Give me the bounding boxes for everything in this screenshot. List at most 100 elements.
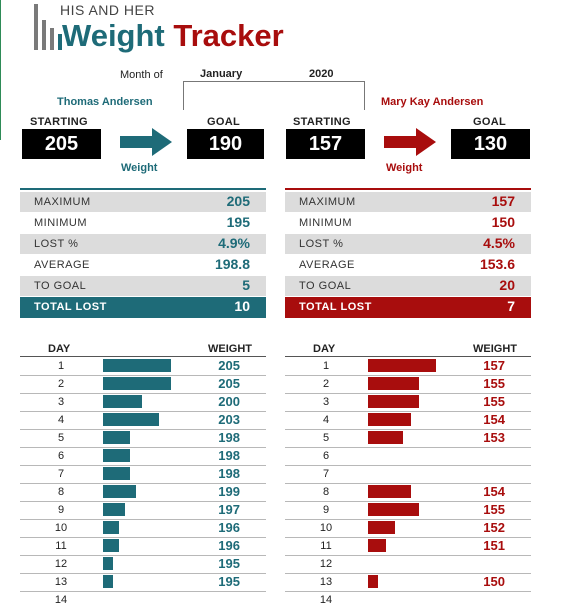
table-row: 5 198 <box>20 429 266 448</box>
day-cell: 12 <box>54 558 68 570</box>
stat-label: AVERAGE <box>299 259 355 271</box>
her-stats-panel: MAXIMUM 157 MINIMUM 150 LOST % 4.5% AVER… <box>285 188 531 318</box>
bracket-line <box>183 81 365 110</box>
her-starting-value[interactable]: 157 <box>286 129 365 159</box>
day-cell: 3 <box>57 396 65 408</box>
weight-bar <box>103 575 113 588</box>
weight-cell[interactable]: 154 <box>483 412 505 427</box>
day-cell: 12 <box>319 558 333 570</box>
his-stat-average: AVERAGE 198.8 <box>20 255 266 275</box>
weight-bar <box>368 521 395 534</box>
year-value[interactable]: 2020 <box>309 68 334 80</box>
weight-bar <box>103 557 113 570</box>
weight-cell[interactable]: 151 <box>483 538 505 553</box>
weight-cell[interactable]: 196 <box>218 538 240 553</box>
weight-cell[interactable]: 195 <box>218 556 240 571</box>
his-goal-label: GOAL <box>207 116 240 128</box>
table-row: 4 203 <box>20 411 266 430</box>
total-lost-value: 10 <box>234 298 250 314</box>
day-cell: 8 <box>322 486 330 498</box>
stat-value: 157 <box>491 193 515 209</box>
day-cell: 3 <box>322 396 330 408</box>
weight-column-header: WEIGHT <box>208 343 252 355</box>
stat-value: 195 <box>226 214 250 230</box>
her-name[interactable]: Mary Kay Andersen <box>381 96 484 108</box>
weight-cell[interactable]: 205 <box>218 376 240 391</box>
weight-cell[interactable]: 195 <box>218 574 240 589</box>
his-rows: 1 205 2 205 3 200 4 203 5 198 6 198 7 198 8 199 9 197 10 19… <box>20 357 266 604</box>
stat-value: 20 <box>499 277 515 293</box>
weight-cell[interactable]: 200 <box>218 394 240 409</box>
weight-bar <box>368 377 419 390</box>
weight-cell[interactable]: 196 <box>218 520 240 535</box>
weight-cell[interactable]: 155 <box>483 394 505 409</box>
her-goal-label: GOAL <box>473 116 506 128</box>
weight-cell[interactable]: 150 <box>483 574 505 589</box>
his-starting-value[interactable]: 205 <box>22 129 101 159</box>
weight-bar <box>368 503 419 516</box>
weight-cell[interactable]: 197 <box>218 502 240 517</box>
weight-bar <box>368 485 411 498</box>
stat-value: 4.9% <box>218 235 250 251</box>
table-row: 13 150 <box>285 573 531 592</box>
weight-cell[interactable]: 153 <box>483 430 505 445</box>
table-row: 2 155 <box>285 375 531 394</box>
weight-cell[interactable]: 205 <box>218 358 240 373</box>
his-stat-maximum: MAXIMUM 205 <box>20 192 266 212</box>
weight-cell[interactable]: 199 <box>218 484 240 499</box>
his-arrow-icon <box>120 128 172 161</box>
her-starting-label: STARTING <box>293 116 351 128</box>
weight-cell[interactable]: 203 <box>218 412 240 427</box>
table-row: 8 199 <box>20 483 266 502</box>
her-stat-average: AVERAGE 153.6 <box>285 255 531 275</box>
his-starting-label: STARTING <box>30 116 88 128</box>
stat-label: LOST % <box>299 238 344 250</box>
table-row: 9 197 <box>20 501 266 520</box>
stat-value: 5 <box>242 277 250 293</box>
day-cell: 13 <box>319 576 333 588</box>
table-row: 9 155 <box>285 501 531 520</box>
table-row: 6 198 <box>20 447 266 466</box>
weight-cell[interactable]: 155 <box>483 502 505 517</box>
stat-label: MAXIMUM <box>34 196 91 208</box>
weight-cell[interactable]: 198 <box>218 448 240 463</box>
day-cell: 9 <box>322 504 330 516</box>
weight-cell[interactable]: 155 <box>483 376 505 391</box>
table-row: 7 198 <box>20 465 266 484</box>
weight-column-header: WEIGHT <box>473 343 517 355</box>
table-row: 4 154 <box>285 411 531 430</box>
table-row: 14 <box>20 591 266 604</box>
weight-cell[interactable]: 152 <box>483 520 505 535</box>
day-column-header: DAY <box>48 343 71 355</box>
her-stat-to-goal: TO GOAL 20 <box>285 276 531 296</box>
her-goal-value[interactable]: 130 <box>451 129 530 159</box>
day-cell: 2 <box>322 378 330 390</box>
weight-bar <box>103 359 171 372</box>
table-row: 12 <box>285 555 531 574</box>
his-goal-value[interactable]: 190 <box>187 129 264 159</box>
weight-bar <box>103 413 159 426</box>
weight-bar <box>103 539 119 552</box>
table-row: 1 205 <box>20 357 266 376</box>
his-total-lost-row: TOTAL LOST 10 <box>20 297 266 318</box>
left-edge-line <box>0 0 1 140</box>
weight-cell[interactable]: 198 <box>218 466 240 481</box>
weight-bar <box>368 413 411 426</box>
day-cell: 11 <box>320 540 332 552</box>
month-label: Month of <box>120 69 163 81</box>
weight-cell[interactable]: 198 <box>218 430 240 445</box>
table-row: 1 157 <box>285 357 531 376</box>
weight-cell[interactable]: 157 <box>483 358 505 373</box>
day-cell: 6 <box>57 450 65 462</box>
her-stat-minimum: MINIMUM 150 <box>285 213 531 233</box>
month-value[interactable]: January <box>200 68 243 80</box>
day-cell: 6 <box>322 450 330 462</box>
stat-value: 205 <box>226 193 250 209</box>
weight-cell[interactable]: 154 <box>483 484 505 499</box>
her-stat-maximum: MAXIMUM 157 <box>285 192 531 212</box>
weight-bar <box>368 539 386 552</box>
her-stat-lost-percent: LOST % 4.5% <box>285 234 531 254</box>
weight-bar <box>103 449 130 462</box>
his-name[interactable]: Thomas Andersen <box>57 96 153 108</box>
day-cell: 7 <box>322 468 330 480</box>
